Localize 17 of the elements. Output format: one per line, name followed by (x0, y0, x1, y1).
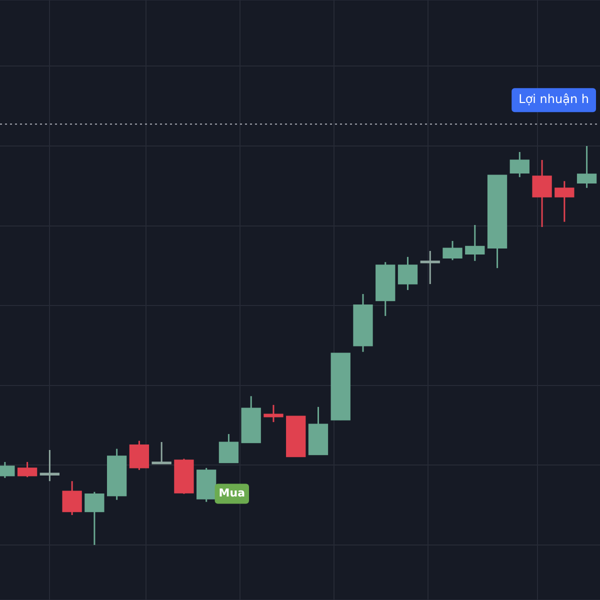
candlestick (442, 240, 462, 261)
candlestick (398, 256, 418, 291)
candlestick (17, 461, 38, 478)
ref-line-label: Lợi nhuận h (518, 92, 590, 106)
candlestick (420, 250, 440, 285)
candlestick (465, 224, 485, 262)
candlestick (576, 145, 597, 189)
candlestick (532, 159, 552, 228)
candlestick (152, 441, 172, 465)
candlestick (218, 433, 239, 464)
candlestick (84, 491, 104, 546)
candlestick (510, 151, 530, 178)
annotation: Mua (218, 486, 246, 500)
candlestick (62, 480, 82, 516)
candlestick (129, 440, 150, 471)
candlestick (554, 180, 574, 223)
candlestick (40, 449, 60, 482)
